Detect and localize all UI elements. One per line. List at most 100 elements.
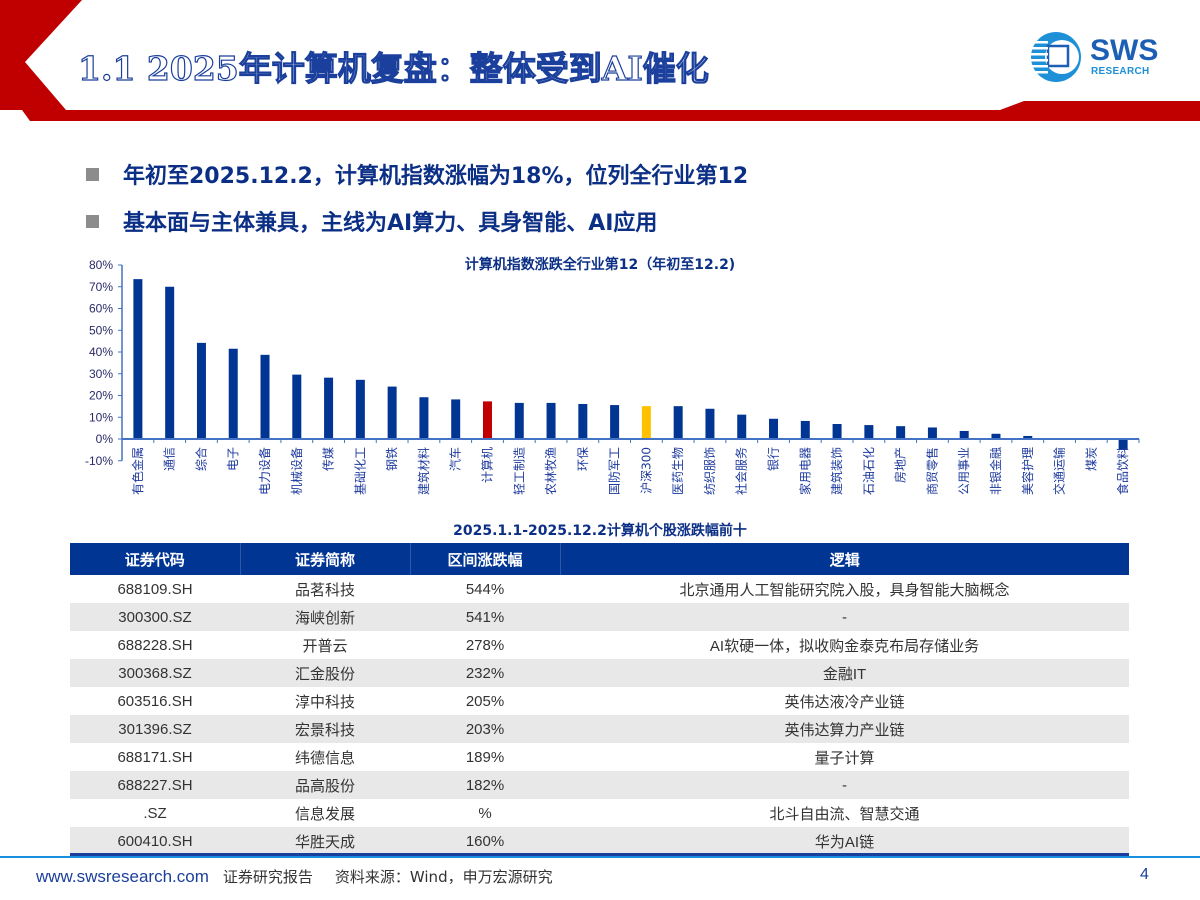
y-tick-label: 60% xyxy=(89,302,113,316)
y-tick-label: -10% xyxy=(85,454,113,468)
bar-公用事业 xyxy=(959,430,969,439)
table-row: 688228.SH 开普云 278% AI软硬一体，拟收购金泰克布局存储业务 xyxy=(70,631,1129,659)
x-tick-label: 基础化工 xyxy=(353,447,367,495)
x-tick-label: 石油石化 xyxy=(862,447,876,495)
y-tick-label: 10% xyxy=(89,410,113,424)
x-tick-label: 家用电器 xyxy=(797,447,812,495)
x-tick-label: 煤炭 xyxy=(1084,447,1098,471)
column-header-name: 证券简称 xyxy=(240,543,411,575)
bars-group xyxy=(133,279,1128,450)
y-tick-label: 80% xyxy=(89,258,113,272)
sws-logo: SWS RESEARCH xyxy=(1028,32,1173,82)
bullet-text: 基本面与主体兼具，主线为AI算力、具身智能、AI应用 xyxy=(123,211,658,236)
cell-logic: 英伟达算力产业链 xyxy=(560,715,1129,743)
cell-change: 160% xyxy=(410,827,560,855)
table-row: 600410.SH 华胜天成 160% 华为AI链 xyxy=(70,827,1129,855)
footer: www.swsresearch.com 证券研究报告 资料来源：Wind，申万宏… xyxy=(36,866,553,887)
x-tick-label: 有色金属 xyxy=(130,447,145,495)
bar-建筑装饰 xyxy=(832,423,842,439)
bullet-point: 基本面与主体兼具，主线为AI算力、具身智能、AI应用 xyxy=(86,205,657,237)
website-link[interactable]: www.swsresearch.com xyxy=(36,867,209,886)
bar-美容护理 xyxy=(1023,435,1033,439)
cell-name: 华胜天成 xyxy=(240,827,410,855)
x-tick-label: 建筑材料 xyxy=(416,447,431,495)
cell-logic: 华为AI链 xyxy=(560,827,1129,855)
y-tick-label: 0% xyxy=(96,432,114,446)
bar-轻工制造 xyxy=(514,402,524,439)
table-title: 2025.1.1-2025.12.2计算机个股涨跌幅前十 xyxy=(453,523,747,539)
y-tick-label: 20% xyxy=(89,389,113,403)
y-tick-label: 30% xyxy=(89,367,113,381)
cell-change: 205% xyxy=(465,692,505,710)
cell-logic: 北斗自由流、智慧交通 xyxy=(769,805,920,823)
bar-基础化工 xyxy=(355,379,365,439)
cell-name: 品茗科技 xyxy=(294,581,355,599)
bar-通信 xyxy=(165,286,175,439)
cell-code: 688109.SH xyxy=(117,580,193,598)
x-tick-label: 通信 xyxy=(163,447,177,471)
cell-change: 278% xyxy=(465,636,505,654)
cell-change: 182% xyxy=(410,771,560,799)
cell-name: 汇金股份 xyxy=(240,659,410,687)
x-tick-label: 轻工制造 xyxy=(512,447,526,495)
column-header-logic: 逻辑 xyxy=(560,543,1129,575)
cell-name: 品高股份 xyxy=(240,771,410,799)
x-tick-label: 房地产 xyxy=(893,447,908,483)
table-row: 688227.SH 品高股份 182% - xyxy=(70,771,1129,799)
bar-计算机 xyxy=(482,401,492,439)
x-tick-label: 美容护理 xyxy=(1020,447,1035,495)
bar-机械设备 xyxy=(292,374,302,439)
bar-商贸零售 xyxy=(927,427,937,439)
x-tick-label: 社会服务 xyxy=(734,447,749,495)
table-row: 603516.SH 淳中科技 205% 英伟达液冷产业链 xyxy=(70,687,1129,715)
cell-name: 纬德信息 xyxy=(294,749,355,767)
sws-logo-globe-icon xyxy=(1028,32,1081,82)
table-row: 301396.SZ 宏景科技 203% 英伟达算力产业链 xyxy=(70,715,1129,743)
cell-logic: - xyxy=(560,771,1129,799)
column-header-code: 证券代码 xyxy=(70,543,241,575)
x-tick-label: 综合 xyxy=(193,447,208,471)
bar-沪深300 xyxy=(641,406,651,439)
x-tick-label: 农林牧渔 xyxy=(544,447,558,495)
x-tick-label: 传媒 xyxy=(321,447,336,471)
report-type: 证券研究报告 xyxy=(222,868,313,886)
x-tick-label: 国防军工 xyxy=(607,447,622,495)
table-row: 300368.SZ 汇金股份 232% 金融IT xyxy=(70,659,1129,687)
header-frame-decoration xyxy=(0,0,1200,121)
cell-logic: 北京通用人工智能研究院入股，具身智能大脑概念 xyxy=(679,581,1010,599)
bar-社会服务 xyxy=(737,414,747,439)
cell-name: 海峡创新 xyxy=(240,603,410,631)
header-right-bar xyxy=(1000,101,1200,112)
cell-name: 宏景科技 xyxy=(240,715,410,743)
bar-石油石化 xyxy=(864,425,874,439)
cell-change: 232% xyxy=(410,659,560,687)
page-title: 1.1 2025年计算机复盘：整体受到AI催化 xyxy=(77,48,709,88)
industry-bar-chart: 80%70%60%50%40%30%20%10%0%-10% 有色金属 通信 综合电… xyxy=(85,258,1140,495)
bar-电力设备 xyxy=(260,354,270,439)
x-axis: 有色金属 通信 综合 电子 电力设备 机械设备 传媒 基础化工 钢铁 建筑材料 汽车 计算机 轻工制造 农… xyxy=(121,438,1140,495)
y-tick-label: 50% xyxy=(89,323,113,337)
table-row: .SZ 信息发展% 北斗自由流、智慧交通 xyxy=(70,799,1129,827)
x-tick-label: 公用事业 xyxy=(957,447,971,495)
x-tick-label: 汽车 xyxy=(448,447,463,471)
cell-code: 688171.SH xyxy=(117,748,193,766)
cell-logic: 金融IT xyxy=(560,659,1129,687)
cell-logic: AI软硬一体，拟收购金泰克布局存储业务 xyxy=(709,637,980,655)
x-tick-label: 非银金融 xyxy=(988,447,1003,495)
top-stocks-table: 证券代码 证券简称 区间涨跌幅 逻辑 688109.SH 品茗科技 544% 北京通用… xyxy=(70,543,1129,855)
y-tick-label: 40% xyxy=(89,345,113,359)
footer-divider xyxy=(0,856,1200,858)
logo-subtext: RESEARCH xyxy=(1091,66,1150,77)
cell-code: 688228.SH xyxy=(117,636,193,654)
bar-钢铁 xyxy=(387,386,397,439)
cell-change: 203% xyxy=(410,715,560,743)
bar-传媒 xyxy=(324,377,334,439)
x-tick-label: 计算机 xyxy=(479,447,494,483)
cell-logic: 量子计算 xyxy=(814,749,875,767)
cell-change: 544% xyxy=(465,580,505,598)
x-tick-label: 环保 xyxy=(576,447,590,471)
bullet-text: 年初至2025.12.2，计算机指数涨幅为18%，位列全行业第12 xyxy=(123,164,749,189)
bar-环保 xyxy=(578,403,588,439)
x-tick-label: 交通运输 xyxy=(1052,447,1067,495)
cell-code: .SZ xyxy=(143,804,167,822)
